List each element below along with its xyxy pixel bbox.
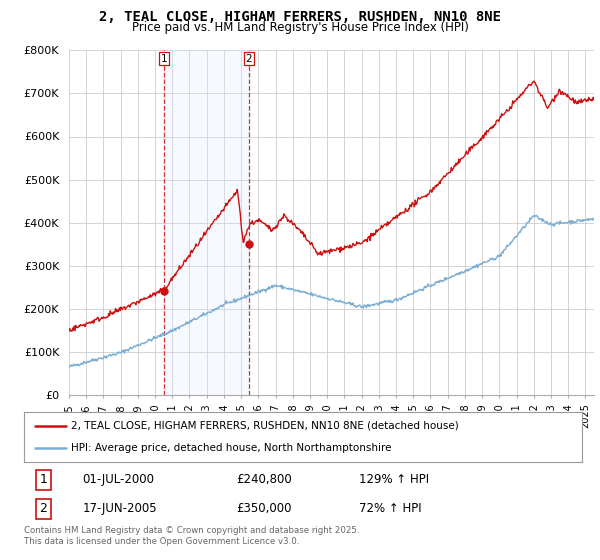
Text: 2, TEAL CLOSE, HIGHAM FERRERS, RUSHDEN, NN10 8NE (detached house): 2, TEAL CLOSE, HIGHAM FERRERS, RUSHDEN, … (71, 421, 459, 431)
Text: 2: 2 (246, 54, 253, 64)
Text: Contains HM Land Registry data © Crown copyright and database right 2025.
This d: Contains HM Land Registry data © Crown c… (24, 526, 359, 546)
Bar (164, 50, 249, 395)
Text: 1: 1 (160, 54, 167, 64)
Text: Price paid vs. HM Land Registry's House Price Index (HPI): Price paid vs. HM Land Registry's House … (131, 21, 469, 34)
Text: 1: 1 (40, 473, 47, 486)
Text: £350,000: £350,000 (236, 502, 292, 515)
Text: HPI: Average price, detached house, North Northamptonshire: HPI: Average price, detached house, Nort… (71, 443, 392, 453)
Text: 2, TEAL CLOSE, HIGHAM FERRERS, RUSHDEN, NN10 8NE: 2, TEAL CLOSE, HIGHAM FERRERS, RUSHDEN, … (99, 10, 501, 24)
Text: 72% ↑ HPI: 72% ↑ HPI (359, 502, 421, 515)
Text: 129% ↑ HPI: 129% ↑ HPI (359, 473, 429, 486)
Text: 2: 2 (40, 502, 47, 515)
Text: 01-JUL-2000: 01-JUL-2000 (83, 473, 155, 486)
Text: £240,800: £240,800 (236, 473, 292, 486)
Text: 17-JUN-2005: 17-JUN-2005 (83, 502, 157, 515)
